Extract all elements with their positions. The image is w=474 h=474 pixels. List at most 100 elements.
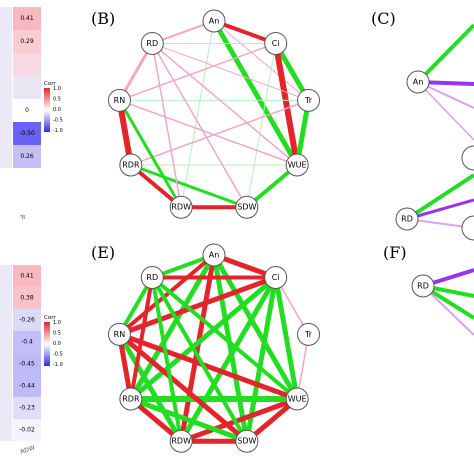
node-RDR: RDR: [119, 153, 143, 177]
node-circle: [285, 153, 309, 177]
node-circle: [107, 322, 131, 346]
node-RDR: RDR: [119, 387, 143, 411]
heat-cell-value: 0: [25, 107, 29, 114]
node-circle: [140, 265, 164, 289]
node-SDW: SDW: [235, 195, 259, 219]
edge-RDW-RN: [118, 99, 183, 208]
heat-left-cell: [0, 375, 12, 397]
node-label: WUE: [288, 395, 307, 404]
node-circle: [411, 274, 435, 298]
node-SDW: SDW: [235, 429, 259, 453]
panel-label: (C): [371, 9, 396, 28]
heat-left-cell: [0, 287, 12, 309]
node-label: RN: [114, 330, 126, 339]
heat-cell-value: 0.41: [20, 15, 34, 22]
heat-cell: [13, 122, 41, 145]
heat-cell-value: 0.38: [20, 295, 34, 302]
heat-cell-value: 0.29: [20, 38, 34, 45]
node-label: An: [413, 78, 424, 87]
edge-An-SDW: [211, 254, 250, 442]
edge-Ci-SDW: [246, 43, 277, 208]
legend-tick-label: -1.0: [53, 128, 63, 134]
heat-left-cell: [0, 99, 12, 122]
heat-left-cell: [0, 53, 12, 76]
heat-cell-value: -0.4: [21, 339, 33, 346]
heat-cell: [13, 30, 41, 53]
node-WUE: WUE: [285, 153, 309, 177]
edge-WUE-RD: [151, 275, 299, 401]
edge-WUE-RD: [151, 42, 298, 166]
node-label: An: [209, 251, 220, 260]
heat-cell: [13, 375, 41, 397]
node-An: An: [406, 70, 430, 94]
edge-Tr-RD: [152, 42, 309, 101]
heat-left-cell: [0, 76, 12, 99]
heat-cell-value: -0.50: [19, 130, 35, 137]
panel-label: (F): [383, 243, 407, 262]
node-RDW: RDW: [169, 195, 193, 219]
node-circle: [202, 9, 226, 33]
heat-left-cell: [0, 419, 12, 441]
node-circle: [264, 31, 288, 55]
edge-An-Tr: [213, 20, 309, 101]
node-circle: [202, 243, 226, 267]
node-label: RD: [146, 39, 158, 48]
edge-Ci-WUE: [272, 42, 301, 166]
edge-An-RDW: [178, 254, 217, 442]
edge-SDW-RD: [151, 43, 248, 208]
node-label: RD: [401, 215, 413, 224]
legend-tick-label: 0.5: [53, 97, 61, 103]
edge-SDW-RDR: [130, 396, 248, 444]
node-label: RN: [114, 96, 126, 105]
edge-An-WUE: [211, 19, 300, 167]
edge-SDW-RDR: [130, 163, 248, 209]
edge-Ci-RDW: [179, 276, 278, 443]
node-label: RDR: [122, 161, 140, 170]
heat-cell-value: -0.02: [19, 427, 35, 434]
edge-An-RDW: [180, 20, 215, 208]
edge-Ci-WUE: [273, 277, 300, 400]
heat-left-cell: [0, 122, 12, 145]
legend-tick-label: -0.5: [53, 352, 63, 358]
node-offscreen: [461, 215, 474, 241]
node-label: SDW: [237, 203, 256, 212]
node-label: Tr: [304, 330, 313, 339]
heat-cell-value: -0.23: [19, 405, 35, 412]
heat-cell: [13, 309, 41, 331]
node-Tr: Tr: [297, 88, 321, 112]
panel-label: (B): [91, 9, 115, 28]
node-RD: RD: [395, 207, 419, 231]
legend-tick-label: 0.5: [53, 331, 61, 337]
node-An: An: [202, 243, 226, 267]
edge-RDW-RN: [117, 333, 184, 443]
heat-left-cell: [0, 353, 12, 375]
heat-cell: [13, 419, 41, 441]
edge-An-out1: [416, 23, 474, 84]
heat-left-cell: [0, 145, 12, 168]
panel-label: (E): [91, 243, 115, 262]
edge-RD-out4: [422, 285, 474, 336]
edge-Ci-RN: [119, 42, 276, 102]
edge-WUE-RN: [119, 99, 298, 166]
node-label: An: [209, 17, 220, 26]
legend-tick-label: 0.0: [53, 107, 61, 113]
heat-cell-value: -0.44: [19, 383, 35, 390]
edge-RDW-RD: [150, 277, 184, 442]
node-RD: RD: [140, 265, 164, 289]
network-panel-b: An Ci Tr WUE SDW RDW RDR RN RD (B): [91, 9, 321, 219]
edge-RD-out5: [405, 173, 474, 221]
node-circle: [285, 387, 309, 411]
heatmap-panel-d: 0.41 0.38 -0.26 -0.4 -0.45 -0.44 -0.23 -0.02 Cor…: [0, 265, 63, 456]
legend-title: Corr: [44, 81, 56, 87]
node-label: Tr: [304, 96, 313, 105]
node-label: SDW: [237, 437, 256, 446]
node-WUE: WUE: [285, 387, 309, 411]
node-circle: [169, 195, 193, 219]
node-circle: [406, 70, 430, 94]
heat-cell-value: -0.26: [19, 317, 35, 324]
node-circle: [107, 88, 131, 112]
heat-cell: [13, 331, 41, 353]
network-panel-e: An Ci Tr WUE SDW RDW RDR RN RD (E): [91, 243, 321, 453]
node-circle: [119, 387, 143, 411]
heat-left-cell: [0, 309, 12, 331]
